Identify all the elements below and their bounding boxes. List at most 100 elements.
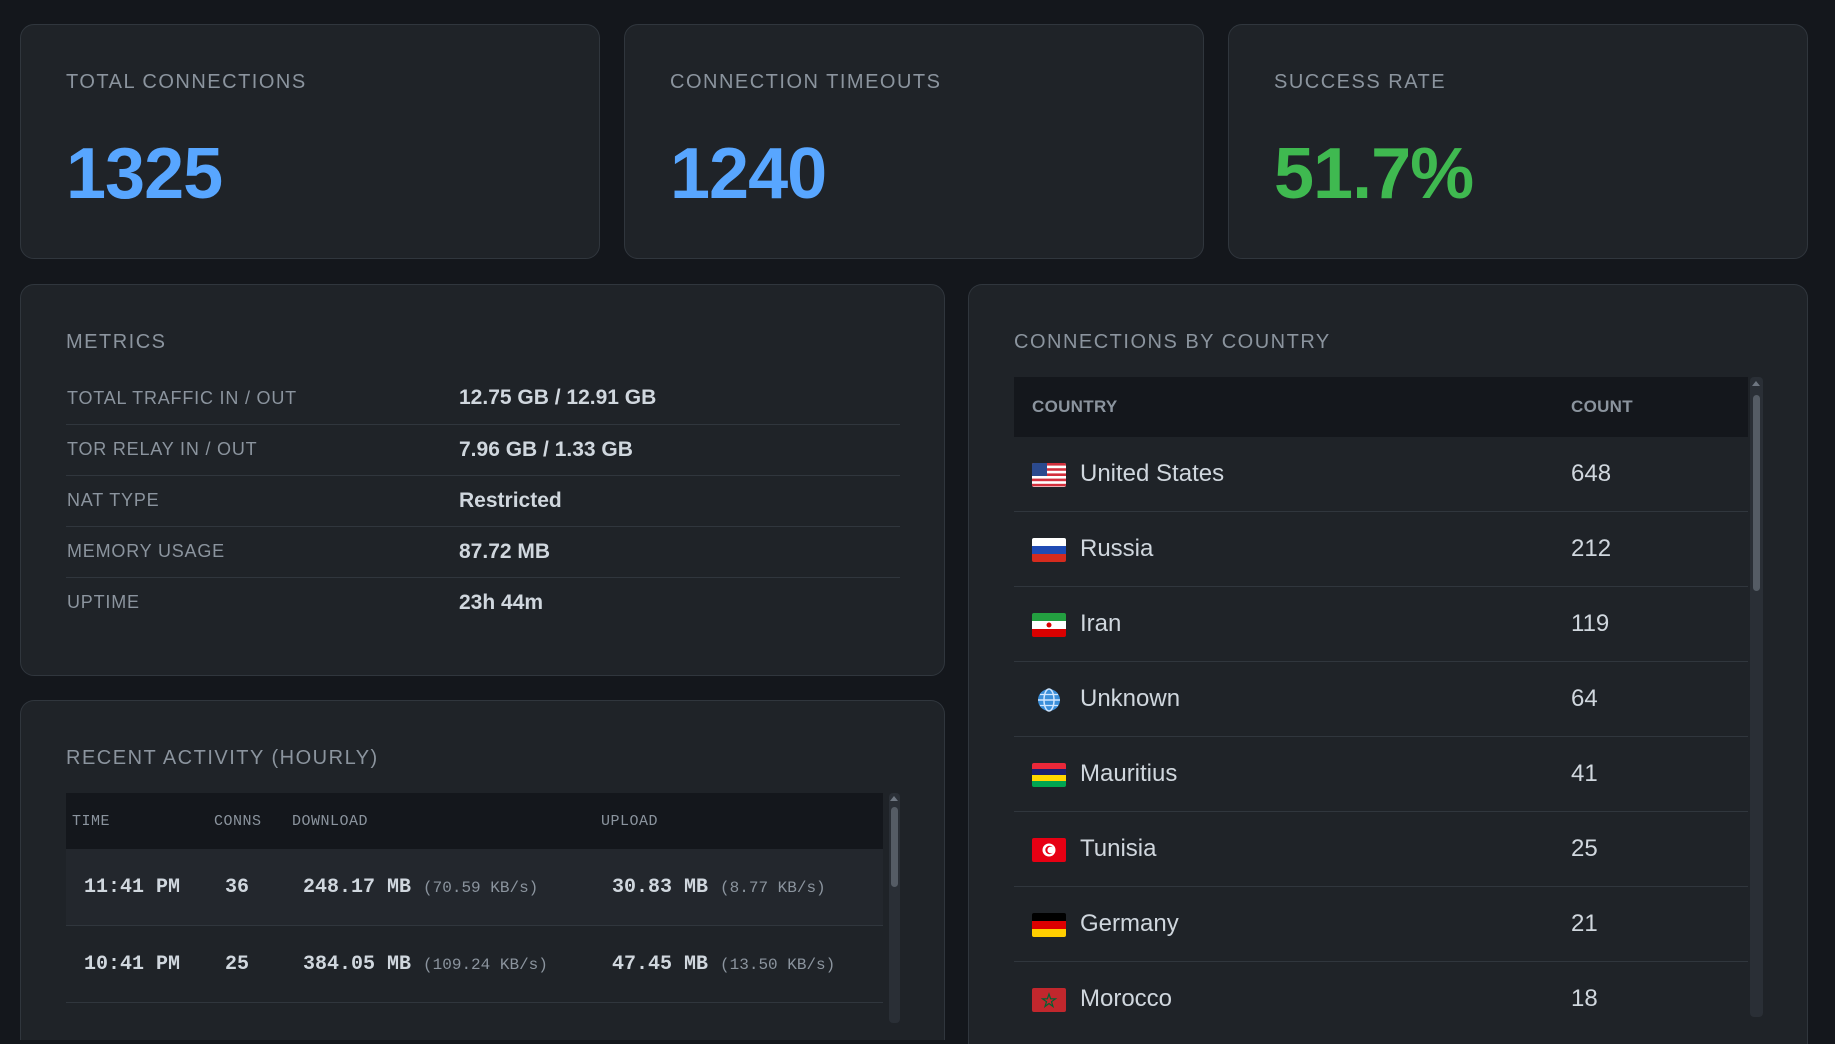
country-name: Russia [1080,535,1154,562]
table-row: Morocco 18 [1014,961,1748,1017]
metrics-label: NAT TYPE [67,490,160,510]
activity-time: 10:41 PM [66,925,213,1003]
table-row: United States 648 [1014,437,1748,512]
table-row: Germany 21 [1014,886,1748,962]
download-amount: 384.05 MB [303,952,412,976]
country-name: Mauritius [1080,760,1178,787]
metrics-title: METRICS [66,331,167,353]
country-count: 119 [1570,586,1748,662]
metrics-label: TOR RELAY IN / OUT [67,439,258,459]
table-row: Russia 212 [1014,511,1748,587]
metrics-label: MEMORY USAGE [67,541,225,561]
activity-download: 384.05 MB (109.24 KB/s) [291,925,600,1003]
activity-scroll-thumb[interactable] [891,807,898,887]
download-rate: (109.24 KB/s) [423,955,548,974]
table-row: Iran 119 [1014,586,1748,662]
activity-download: 248.17 MB (70.59 KB/s) [291,849,600,926]
table-row: 10:41 PM 25 384.05 MB (109.24 KB/s) 47.4… [66,925,883,1003]
header-time: TIME [66,793,213,849]
upload-amount: 30.83 MB [612,875,709,899]
table-row: Unknown 64 [1014,661,1748,737]
metrics-row-uptime: UPTIME 23h 44m [66,577,900,628]
scroll-up-arrow-icon[interactable] [890,796,898,801]
country-count: 41 [1570,736,1748,812]
de-flag-icon [1032,912,1066,937]
tn-flag-icon [1032,837,1066,862]
country-cell: Tunisia [1014,811,1570,887]
country-count: 18 [1570,961,1748,1017]
success-rate-card: SUCCESS RATE 51.7% [1228,24,1808,259]
upload-rate: (8.77 KB/s) [720,878,826,897]
country-name: Morocco [1080,985,1173,1012]
country-cell: Germany [1014,886,1570,962]
ir-flag-icon [1032,612,1066,637]
country-scroll-thumb[interactable] [1753,395,1760,591]
table-row: 11:41 PM 36 248.17 MB (70.59 KB/s) 30.83… [66,849,883,926]
upload-amount: 47.45 MB [612,952,709,976]
upload-rate: (13.50 KB/s) [720,955,836,974]
download-amount: 248.17 MB [303,875,412,899]
table-row: Mauritius 41 [1014,736,1748,812]
header-count: COUNT [1570,377,1748,437]
metrics-table: TOTAL TRAFFIC IN / OUT 12.75 GB / 12.91 … [66,373,900,628]
metrics-label: TOTAL TRAFFIC IN / OUT [67,387,297,408]
recent-activity-card: RECENT ACTIVITY (HOURLY) TIME CONNS DOWN… [20,700,945,1040]
globe-icon [1032,687,1066,712]
download-rate: (70.59 KB/s) [423,878,539,897]
country-cell: Unknown [1014,661,1570,737]
country-count: 21 [1570,886,1748,962]
metrics-card: METRICS TOTAL TRAFFIC IN / OUT 12.75 GB … [20,284,945,676]
header-country: COUNTRY [1014,377,1570,437]
activity-upload: 30.83 MB (8.77 KB/s) [600,849,883,926]
activity-scrollbar[interactable] [889,793,900,1023]
scroll-up-arrow-icon[interactable] [1752,381,1760,386]
country-count: 25 [1570,811,1748,887]
country-count: 64 [1570,661,1748,737]
country-cell: Russia [1014,511,1570,587]
recent-activity-title: RECENT ACTIVITY (HOURLY) [66,747,379,769]
activity-upload: 47.45 MB (13.50 KB/s) [600,925,883,1003]
connection-timeouts-card: CONNECTION TIMEOUTS 1240 [624,24,1204,259]
connection-timeouts-label: CONNECTION TIMEOUTS [670,71,942,93]
header-conns: CONNS [213,793,291,849]
ru-flag-icon [1032,537,1066,562]
connections-by-country-title: CONNECTIONS BY COUNTRY [1014,331,1331,353]
country-scrollbar[interactable] [1750,377,1763,1017]
success-rate-value: 51.7% [1274,134,1474,214]
connections-by-country-card: CONNECTIONS BY COUNTRY COUNTRY COUNT [968,284,1808,1044]
connection-timeouts-value: 1240 [670,134,827,214]
ma-flag-icon [1032,987,1066,1012]
activity-scroll-area[interactable]: TIME CONNS DOWNLOAD UPLOAD 11:41 PM 36 2… [66,793,900,1023]
metrics-value: 23h 44m [459,590,544,614]
activity-table: TIME CONNS DOWNLOAD UPLOAD 11:41 PM 36 2… [66,793,883,1003]
metrics-row-tor-relay: TOR RELAY IN / OUT 7.96 GB / 1.33 GB [66,424,900,475]
total-connections-card: TOTAL CONNECTIONS 1325 [20,24,600,259]
country-count: 212 [1570,511,1748,587]
activity-conns: 25 [213,925,291,1003]
country-name: Tunisia [1080,835,1157,862]
country-cell: Mauritius [1014,736,1570,812]
country-name: United States [1080,460,1225,487]
success-rate-label: SUCCESS RATE [1274,71,1447,93]
metrics-value: 12.75 GB / 12.91 GB [459,386,657,410]
metrics-row-traffic: TOTAL TRAFFIC IN / OUT 12.75 GB / 12.91 … [66,373,900,424]
metrics-label: UPTIME [67,592,140,613]
activity-time: 11:41 PM [66,849,213,926]
country-name: Iran [1080,610,1122,637]
activity-conns: 36 [213,849,291,926]
us-flag-icon [1032,462,1066,487]
country-table: COUNTRY COUNT [1014,377,1748,1017]
table-row: Tunisia 25 [1014,811,1748,887]
metrics-row-nat-type: NAT TYPE Restricted [66,475,900,526]
metrics-value: 7.96 GB / 1.33 GB [459,437,633,461]
country-cell: Iran [1014,586,1570,662]
mu-flag-icon [1032,762,1066,787]
country-scroll-area[interactable]: COUNTRY COUNT [1014,377,1763,1017]
country-name: Germany [1080,910,1179,937]
total-connections-label: TOTAL CONNECTIONS [66,71,307,93]
country-count: 648 [1570,437,1748,512]
header-download: DOWNLOAD [291,793,600,849]
header-upload: UPLOAD [600,793,883,849]
country-name: Unknown [1080,685,1181,712]
metrics-value: 87.72 MB [459,539,551,563]
